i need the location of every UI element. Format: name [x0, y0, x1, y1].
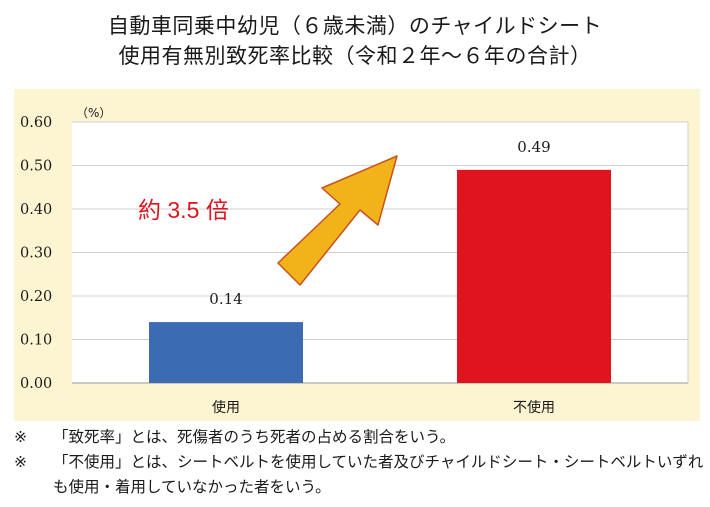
footnote-2-mark: ※ [14, 453, 27, 471]
y-tick-label-1: 0.10 [20, 333, 52, 349]
x-tick-label-1: 不使用 [513, 399, 555, 416]
footnote-2-text: 「不使用」とは、シートベルトを使用していた者及びチャイルドシート・シートベルトい… [53, 453, 704, 496]
y-tick-label-4: 0.40 [20, 202, 52, 218]
y-tick-label-0: 0.00 [20, 376, 52, 392]
bar-1 [457, 169, 611, 383]
footnote-2: ※ 「不使用」とは、シートベルトを使用していた者及びチャイルドシート・シートベル… [14, 450, 704, 500]
chart-title-line-1: 自動車同乗中幼児（６歳未満）のチャイルドシート [107, 14, 603, 38]
chart-title-line-2: 使用有無別致死率比較（令和２年～６年の合計） [118, 44, 592, 68]
data-label-1: 0.49 [517, 138, 550, 156]
bar-0 [149, 322, 303, 383]
y-unit-label: （%） [76, 106, 111, 120]
x-tick-label-0: 使用 [212, 399, 240, 416]
y-tick-label-6: 0.60 [20, 115, 52, 131]
y-tick-label-5: 0.50 [20, 159, 52, 175]
y-tick-label-2: 0.20 [20, 289, 52, 305]
footnote-1-text: 「致死率」とは、死傷者のうち死者の占める割合をいう。 [53, 428, 456, 446]
footnote-1-mark: ※ [14, 428, 27, 446]
ratio-annotation: 約 3.5 倍 [138, 197, 229, 223]
increase-arrow [277, 155, 398, 286]
data-label-0: 0.14 [209, 290, 242, 308]
footnote-1: ※ 「致死率」とは、死傷者のうち死者の占める割合をいう。 [14, 425, 704, 450]
y-tick-label-3: 0.30 [20, 246, 52, 262]
